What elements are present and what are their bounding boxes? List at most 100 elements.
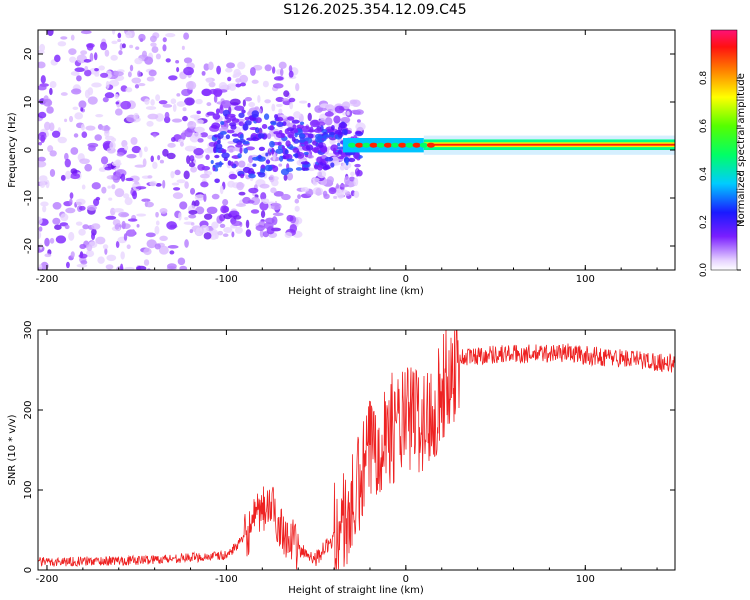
spectrogram-noise-blob	[78, 100, 87, 109]
spectrogram-noise-blob	[286, 172, 294, 181]
spectrogram-noise-blob	[171, 182, 180, 186]
spectrogram-noise-blob	[333, 115, 341, 124]
spectrogram-noise-blob	[170, 137, 176, 142]
spectrogram-noise-blob	[87, 96, 98, 105]
spectrogram-noise-blob	[184, 128, 193, 138]
spectrogram-noise-blob	[197, 163, 206, 171]
spectrogram-noise-blob	[105, 80, 110, 89]
spectrogram-noise-blob	[69, 173, 81, 180]
spectrogram-noise-blob	[295, 82, 300, 92]
spectrogram-noise-blob	[206, 102, 212, 107]
spectrogram-noise-blob	[353, 177, 359, 187]
spectrogram-signal-blob	[231, 118, 240, 124]
spectrogram-signal-blob	[211, 122, 221, 129]
colorbar-tick-label: 0.4	[699, 167, 709, 182]
spectrogram-noise-blob	[278, 108, 283, 114]
spectrogram-noise-blob	[159, 159, 164, 164]
spectrogram-noise-blob	[147, 113, 159, 120]
snr-y-tick-label: 0	[23, 567, 34, 573]
spectrogram-signal-blob	[348, 157, 356, 163]
spectrogram-noise-blob	[255, 224, 265, 232]
spectrogram-noise-blob	[39, 43, 46, 52]
spectrogram-noise-blob	[150, 155, 154, 163]
spectrogram-noise-blob	[98, 65, 105, 71]
spectrogram-noise-blob	[220, 205, 229, 214]
snr-ticks: -200 -100 0 100 0 100 200 300	[23, 320, 675, 585]
spectrogram-noise-blob	[42, 205, 47, 213]
spectrogram-noise-blob	[315, 121, 326, 127]
spectrogram-x-axis-label: Height of straight line (km)	[288, 286, 424, 297]
spectrogram-noise-blob	[54, 224, 62, 230]
spectrogram-signal-blob	[241, 109, 246, 114]
spectrogram-noise-blob	[229, 98, 241, 106]
spectrogram-noise-blob	[186, 99, 193, 105]
spectrogram-noise-blob	[184, 145, 196, 152]
spectrogram-signal-blob	[276, 121, 284, 128]
spectrogram-noise-blob	[64, 152, 69, 161]
spectrogram-noise-blob	[199, 173, 210, 179]
spectrogram-noise-blob	[60, 213, 69, 222]
spectrogram-noise-blob	[264, 64, 272, 72]
spectrogram-noise-blob	[238, 191, 246, 196]
spectrogram-noise-blob	[120, 263, 124, 270]
spectrogram-noise-blob	[44, 237, 50, 247]
snr-y-tick-label: 200	[23, 400, 34, 419]
spectrogram-noise-blob	[188, 209, 198, 215]
spectrogram-signal-blob	[230, 161, 234, 167]
spectrogram-noise-blob	[113, 71, 124, 77]
spectrogram-noise-blob	[107, 185, 111, 189]
spectrogram-signal-blob	[308, 129, 315, 133]
colorbar-ticks: 0.0 0.2 0.4 0.6 0.8	[699, 71, 741, 277]
spectrogram-noise-blob	[100, 72, 109, 78]
spectrogram-noise-blob	[190, 187, 196, 195]
spectrogram-x-tick-label: 0	[403, 274, 409, 285]
spectrogram-signal-blob	[225, 134, 231, 140]
spectrogram-noise-blob	[155, 211, 159, 218]
signal-hotspot	[355, 142, 364, 148]
spectrogram-noise-blob	[124, 197, 133, 206]
spectrogram-noise-blob	[44, 121, 51, 131]
spectrogram-noise-blob	[116, 152, 125, 157]
spectrogram-noise-blob	[64, 118, 68, 123]
spectrogram-noise-blob	[144, 200, 148, 208]
spectrogram-noise-blob	[245, 146, 255, 151]
spectrogram-noise-blob	[355, 122, 366, 131]
spectrogram-signal-blob	[255, 117, 262, 124]
spectrogram-signal-blob	[291, 119, 300, 124]
spectrogram-signal-blob	[318, 142, 324, 149]
spectrogram-heatmap	[38, 30, 675, 270]
spectrogram-noise-blob	[40, 134, 46, 144]
spectrogram-noise-blob	[49, 80, 57, 89]
spectrogram-signal-blob	[288, 134, 293, 138]
spectrogram-noise-blob	[162, 37, 167, 43]
spectrogram-noise-blob	[176, 179, 186, 184]
spectrogram-noise-blob	[270, 187, 277, 194]
spectrogram-noise-blob	[262, 231, 269, 238]
spectrogram-y-tick-label: 10	[23, 96, 34, 109]
spectrogram-noise-blob	[106, 254, 117, 262]
spectrogram-noise-blob	[162, 104, 173, 108]
spectrogram-noise-blob	[118, 50, 123, 56]
spectrogram-noise-blob	[264, 99, 271, 104]
spectrogram-signal-blob	[277, 141, 282, 146]
spectrogram-noise-blob	[84, 163, 93, 172]
spectrogram-signal-blob	[218, 161, 223, 168]
spectrogram-noise-blob	[135, 46, 140, 50]
spectrogram-signal-blob	[213, 134, 219, 138]
spectrogram-noise-blob	[100, 156, 109, 165]
spectrogram-signal-blob	[231, 133, 239, 137]
spectrogram-noise-blob	[141, 198, 151, 203]
spectrogram-noise-blob	[54, 54, 61, 63]
spectrogram-noise-blob	[95, 236, 106, 245]
spectrogram-noise-blob	[208, 81, 216, 88]
signal-hotspot	[391, 142, 400, 148]
spectrogram-noise-blob	[68, 48, 77, 55]
spectrogram-noise-blob	[166, 221, 177, 230]
colorbar: 0.0 0.2 0.4 0.6 0.8 Normalized spectral ampl…	[699, 29, 747, 277]
spectrogram-noise-blob	[166, 152, 176, 160]
spectrogram-noise-blob	[234, 105, 245, 111]
spectrogram-noise-blob	[65, 170, 72, 180]
spectrogram-signal-blob	[328, 131, 336, 136]
spectrogram-noise-blob	[350, 171, 355, 176]
spectrogram-signal-blob	[220, 121, 225, 126]
